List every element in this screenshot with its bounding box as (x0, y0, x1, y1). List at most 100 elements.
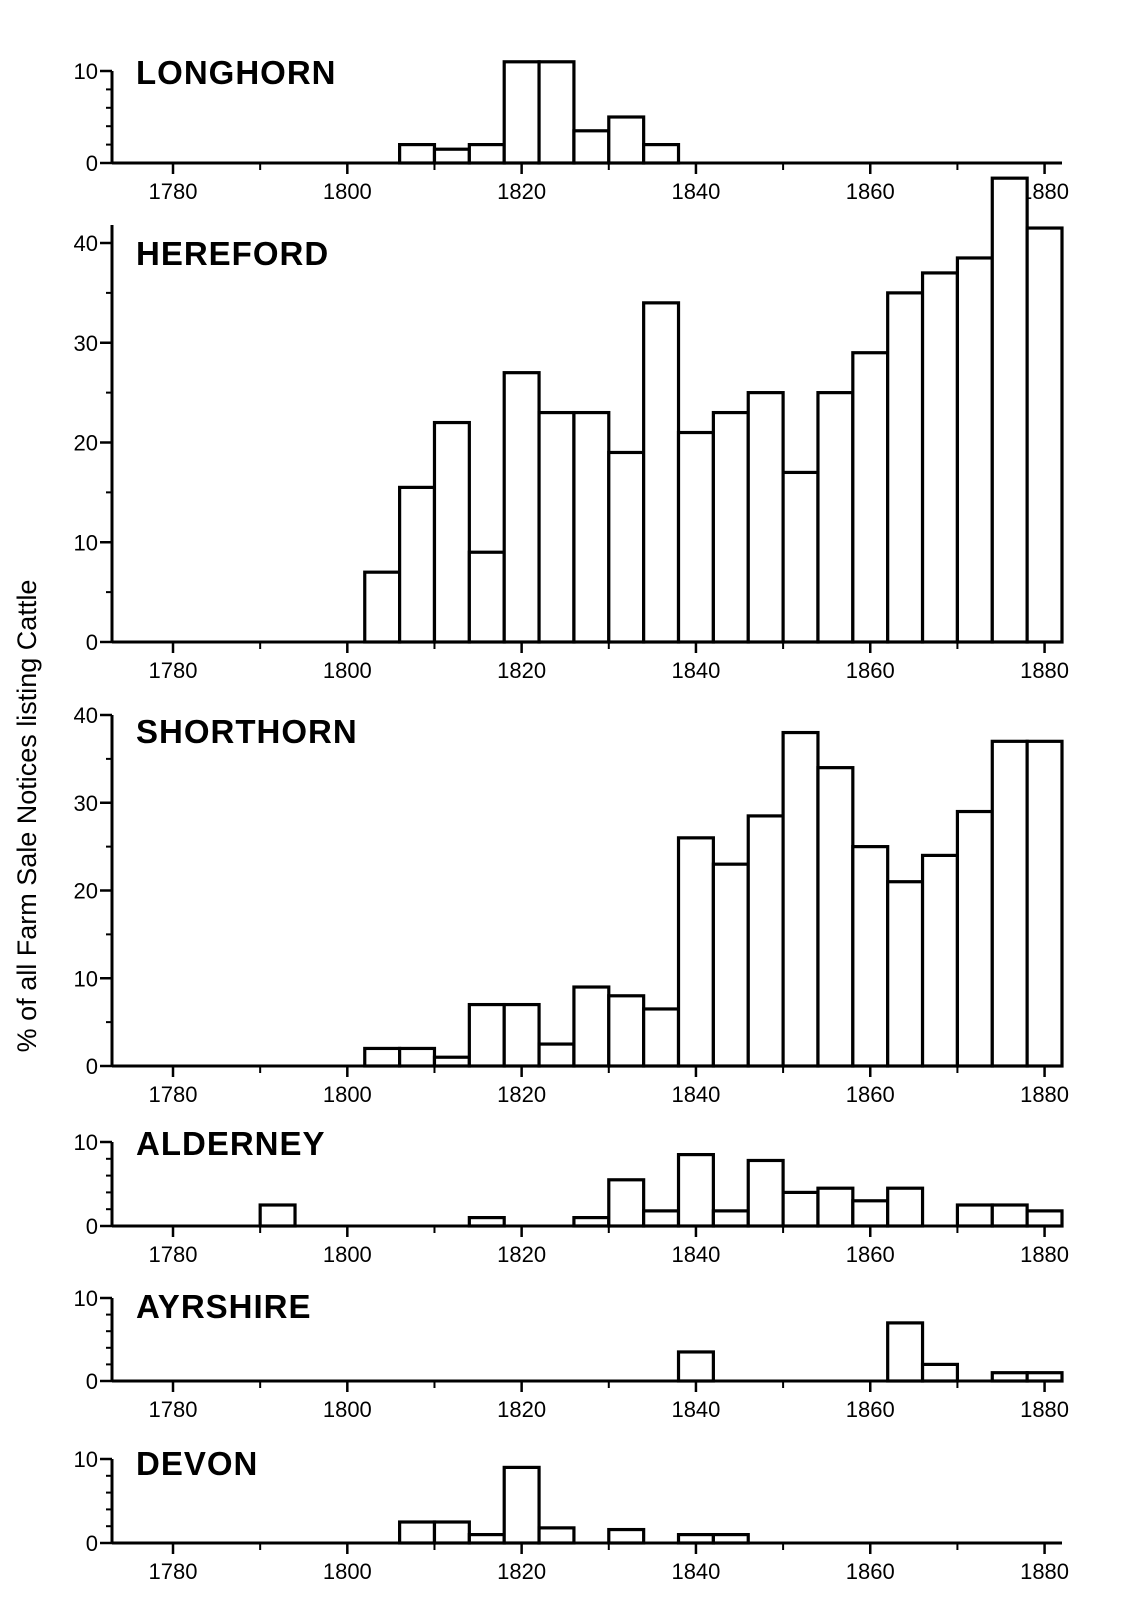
hereford-bar (746, 391, 785, 644)
shorthorn-x-tick-label: 1780 (149, 1082, 198, 1107)
shorthorn-bar (1025, 739, 1064, 1068)
alderney-title: ALDERNEY (136, 1125, 326, 1162)
hereford-bar (502, 371, 541, 644)
hereford-bar (920, 271, 960, 644)
hereford-bar (467, 550, 506, 644)
devon-x-tick-label: 1880 (1020, 1559, 1069, 1584)
alderney-panel: 0 10 1780 1800 1820 1840 1860 1880 ALDERNEY (74, 1125, 1070, 1267)
hereford-bar (537, 410, 576, 644)
hereford-x-tick-label: 1860 (846, 658, 895, 683)
alderney-bar (955, 1203, 994, 1228)
hereford-bar (607, 450, 646, 644)
shorthorn-bar (781, 730, 820, 1068)
ayrshire-x-tick-label: 1780 (149, 1397, 198, 1422)
shorthorn-bar (537, 1042, 576, 1068)
alderney-x-tick-label: 1780 (149, 1242, 198, 1267)
devon-y-tick-label: 10 (74, 1447, 98, 1472)
devon-title: DEVON (136, 1445, 258, 1482)
ayrshire-y-tick-label: 0 (86, 1369, 98, 1394)
devon-bar (537, 1526, 576, 1545)
longhorn-title: LONGHORN (136, 54, 337, 91)
hereford-bar (398, 485, 437, 644)
devon-bar (502, 1465, 541, 1545)
shorthorn-bar (746, 814, 785, 1068)
shorthorn-x-tick-label: 1820 (497, 1082, 546, 1107)
longhorn-bar (537, 60, 576, 165)
devon-x-tick-label: 1860 (846, 1559, 895, 1584)
ayrshire-x-tick-label: 1860 (846, 1397, 895, 1422)
hereford-bar (676, 430, 715, 644)
shorthorn-bar (676, 836, 715, 1068)
longhorn-bar (432, 147, 471, 165)
shorthorn-y-tick-label: 40 (74, 703, 98, 728)
longhorn-bar (642, 143, 681, 165)
alderney-bar (886, 1186, 925, 1228)
alderney-bar (711, 1209, 750, 1228)
hereford-bar (781, 470, 820, 644)
ayrshire-x-tick-label: 1800 (323, 1397, 372, 1422)
shorthorn-x-tick-label: 1840 (671, 1082, 720, 1107)
alderney-y-tick-label: 10 (74, 1130, 98, 1155)
hereford-y-tick-label: 30 (74, 331, 98, 356)
shorthorn-bar (398, 1046, 437, 1068)
ayrshire-bar (920, 1362, 960, 1383)
devon-x-tick-label: 1840 (671, 1559, 720, 1584)
alderney-x-tick-label: 1800 (323, 1242, 372, 1267)
alderney-bar (1025, 1209, 1064, 1228)
alderney-bar (781, 1190, 820, 1228)
devon-panel: 0 10 1780 1800 1820 1840 1860 1880 DEVON (74, 1445, 1070, 1584)
shorthorn-bar (851, 845, 890, 1068)
alderney-bar (816, 1186, 855, 1228)
ayrshire-title: AYRSHIRE (136, 1288, 312, 1325)
hereford-x-tick-label: 1800 (323, 658, 372, 683)
shorthorn-bar (955, 809, 994, 1068)
hereford-y-tick-label: 10 (74, 530, 98, 555)
alderney-bar (642, 1209, 681, 1228)
shorthorn-bar (886, 880, 925, 1068)
hereford-x-tick-label: 1820 (497, 658, 546, 683)
alderney-x-tick-label: 1880 (1020, 1242, 1069, 1267)
longhorn-y-tick-label: 0 (86, 151, 98, 176)
shorthorn-bar (502, 1002, 541, 1068)
alderney-y-tick-label: 0 (86, 1214, 98, 1239)
alderney-bar (851, 1199, 890, 1228)
shorthorn-bar (920, 853, 960, 1068)
longhorn-x-tick-label: 1860 (846, 179, 895, 204)
longhorn-x-tick-label: 1800 (323, 179, 372, 204)
devon-bar (432, 1520, 471, 1545)
ayrshire-panel: 0 10 1780 1800 1820 1840 1860 1880 AYRSHIRE (74, 1286, 1070, 1422)
shorthorn-bar (363, 1046, 402, 1068)
longhorn-y-tick-label: 10 (74, 59, 98, 84)
shorthorn-y-tick-label: 10 (74, 966, 98, 991)
hereford-panel: 0 10 20 30 40 1780 1800 1820 1840 1860 1880 HEREFOR… (74, 176, 1069, 683)
shorthorn-y-tick-label: 20 (74, 879, 98, 904)
longhorn-bar (467, 143, 506, 165)
ayrshire-x-tick-label: 1880 (1020, 1397, 1069, 1422)
ayrshire-bar (886, 1321, 925, 1383)
ayrshire-y-tick-label: 10 (74, 1286, 98, 1311)
shorthorn-panel: 0 10 20 30 40 1780 1800 1820 1840 1860 1880 SHORTHO… (74, 703, 1070, 1107)
alderney-bar (607, 1178, 646, 1228)
hereford-bar (886, 291, 925, 644)
shorthorn-y-tick-label: 30 (74, 791, 98, 816)
shorthorn-bar (642, 1007, 681, 1068)
hereford-bar (572, 410, 611, 644)
shorthorn-bar (711, 862, 750, 1068)
ayrshire-x-tick-label: 1840 (671, 1397, 720, 1422)
hereford-bar (1025, 226, 1064, 644)
hereford-y-tick-label: 20 (74, 431, 98, 456)
shorthorn-title: SHORTHORN (136, 713, 358, 750)
longhorn-x-tick-label: 1780 (149, 179, 198, 204)
hereford-bar (851, 351, 890, 644)
longhorn-bar (398, 143, 437, 165)
devon-bar (607, 1527, 646, 1545)
alderney-x-tick-label: 1820 (497, 1242, 546, 1267)
devon-bar (398, 1520, 437, 1545)
alderney-x-tick-label: 1840 (671, 1242, 720, 1267)
alderney-bar (258, 1203, 297, 1228)
alderney-bar (990, 1203, 1029, 1228)
longhorn-x-tick-label: 1820 (497, 179, 546, 204)
hereford-bar (990, 176, 1029, 644)
hereford-x-tick-label: 1880 (1020, 658, 1069, 683)
